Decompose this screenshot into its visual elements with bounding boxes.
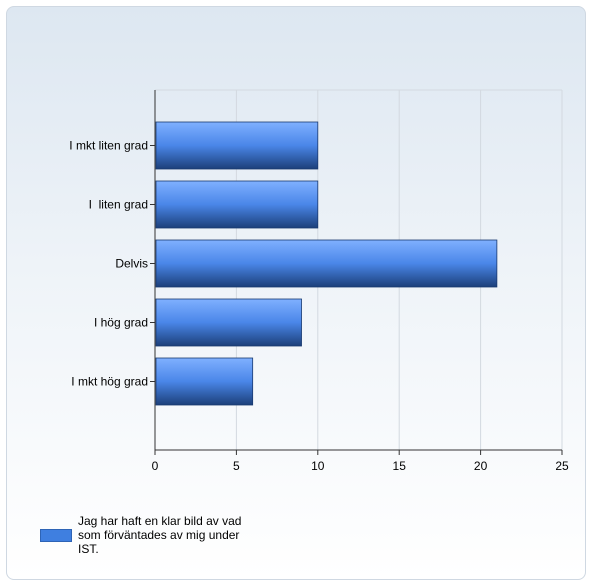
category-label: I hög grad — [94, 316, 148, 330]
category-label: I mkt hög grad — [71, 375, 148, 389]
x-tick-label: 25 — [555, 459, 569, 473]
bar — [155, 121, 319, 170]
x-tick-label: 5 — [233, 459, 240, 473]
legend-swatch — [40, 528, 72, 542]
category-label: I mkt liten grad — [69, 139, 148, 153]
x-tick-label: 20 — [474, 459, 488, 473]
category-label: Delvis — [115, 257, 148, 271]
bar — [155, 180, 319, 229]
bar — [155, 357, 254, 406]
category-label: I liten grad — [89, 198, 148, 212]
x-tick-label: 0 — [152, 459, 159, 473]
bar — [155, 239, 498, 288]
x-tick-label: 10 — [311, 459, 325, 473]
chart-panel — [6, 6, 586, 580]
legend: Jag har haft en klar bild av vad som för… — [40, 514, 258, 556]
x-tick-label: 15 — [393, 459, 407, 473]
bar — [155, 298, 302, 347]
legend-label: Jag har haft en klar bild av vad som för… — [78, 514, 242, 556]
